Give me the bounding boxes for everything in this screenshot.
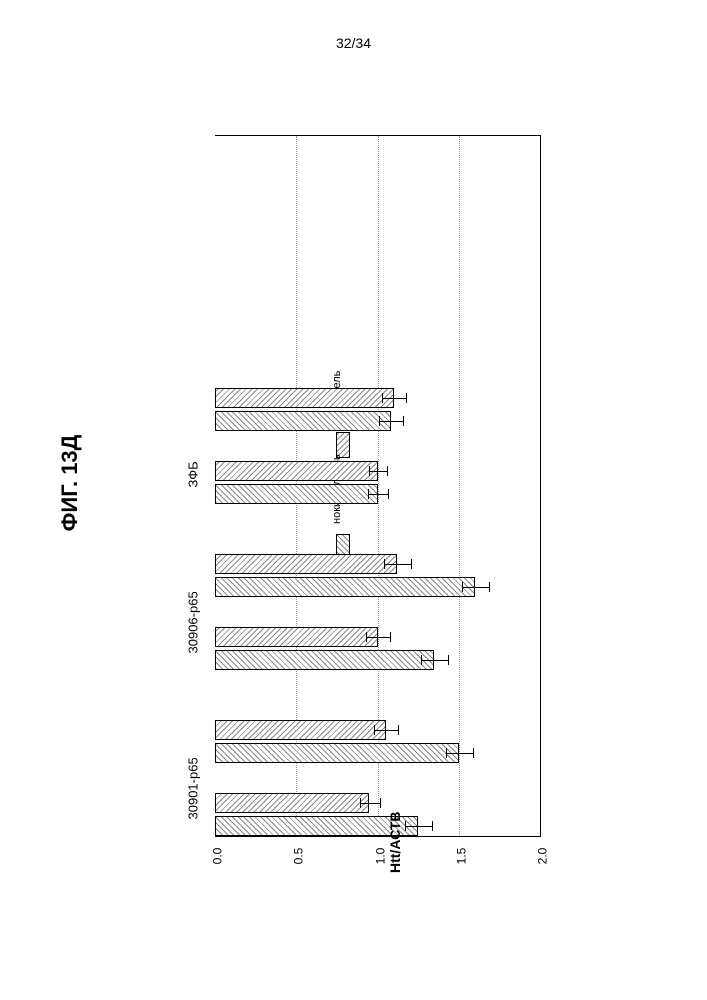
- y-axis-label: Htt/АСТВ: [387, 811, 403, 873]
- error-bar: [421, 655, 449, 665]
- bar-dt: [215, 411, 391, 431]
- bar-knockin: [215, 627, 378, 647]
- error-bar: [382, 393, 407, 403]
- bar-knockin: [215, 720, 386, 740]
- category-label: ЗФБ: [186, 461, 201, 487]
- error-bar: [369, 466, 387, 476]
- figure-title: ФИГ. 13Д: [57, 435, 83, 532]
- error-bar: [384, 559, 412, 569]
- error-bar: [379, 416, 404, 426]
- error-bar: [462, 582, 490, 592]
- category-label: 30901-p65: [186, 757, 201, 819]
- error-bar: [366, 632, 391, 642]
- bar-knockin: [215, 793, 369, 813]
- page-number: 32/34: [0, 35, 707, 51]
- x-tick-label: 0.5: [292, 848, 306, 865]
- figure-container: ФИГ. 13Д дт аллель нокин-аллель Htt/АСТВ…: [115, 110, 575, 875]
- bar-knockin: [215, 554, 397, 574]
- error-bar: [374, 725, 399, 735]
- x-tick-label: 1.0: [373, 848, 387, 865]
- x-tick-label: 1.5: [454, 848, 468, 865]
- error-bar: [405, 821, 433, 831]
- bar-knockin: [215, 388, 394, 408]
- error-bar: [446, 748, 474, 758]
- category-label: 30906-p65: [186, 591, 201, 653]
- bar-dt: [215, 577, 475, 597]
- gridline: [459, 136, 460, 836]
- error-bar: [368, 489, 390, 499]
- bar-dt: [215, 650, 434, 670]
- bar-dt: [215, 743, 459, 763]
- plot-area: [215, 135, 541, 837]
- x-tick-label: 0.0: [210, 848, 224, 865]
- bar-dt: [215, 484, 378, 504]
- error-bar: [360, 798, 382, 808]
- bar-knockin: [215, 461, 378, 481]
- x-tick-label: 2.0: [535, 848, 549, 865]
